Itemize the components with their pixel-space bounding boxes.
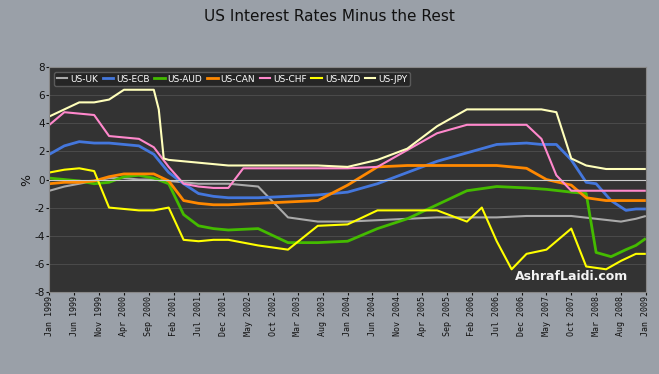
US-NZD bbox=[190, 239, 198, 243]
US-CHF bbox=[423, 137, 431, 141]
US-NZD bbox=[642, 252, 650, 256]
US-CAN bbox=[642, 198, 650, 203]
Line: US-UK: US-UK bbox=[49, 178, 646, 221]
Line: US-CAN: US-CAN bbox=[49, 165, 646, 205]
US-JPY bbox=[105, 97, 113, 102]
US-JPY bbox=[45, 114, 53, 119]
US-CAN bbox=[45, 181, 53, 186]
US-ECB bbox=[110, 141, 118, 146]
US-AUD bbox=[642, 236, 650, 241]
US-UK bbox=[428, 215, 436, 220]
US-CAN bbox=[403, 163, 411, 168]
US-AUD bbox=[105, 180, 113, 185]
US-CAN bbox=[428, 163, 436, 168]
US-CHF bbox=[110, 134, 118, 139]
US-CHF bbox=[453, 125, 461, 130]
US-NZD bbox=[507, 267, 515, 272]
Line: US-AUD: US-AUD bbox=[49, 175, 646, 257]
US-JPY bbox=[304, 163, 312, 168]
US-ECB bbox=[45, 152, 53, 156]
US-ECB bbox=[607, 198, 615, 203]
US-CHF bbox=[190, 183, 198, 188]
US-ECB bbox=[190, 188, 198, 193]
US-AUD bbox=[45, 176, 53, 180]
Text: US Interest Rates Minus the Rest: US Interest Rates Minus the Rest bbox=[204, 9, 455, 24]
US-AUD bbox=[190, 220, 198, 224]
US-CHF bbox=[61, 110, 69, 114]
US-JPY bbox=[642, 167, 650, 171]
US-JPY bbox=[190, 160, 198, 165]
Line: US-CHF: US-CHF bbox=[49, 112, 646, 191]
US-ECB bbox=[622, 208, 630, 212]
US-JPY bbox=[612, 167, 620, 171]
Legend: US-UK, US-ECB, US-AUD, US-CAN, US-CHF, US-NZD, US-JPY: US-UK, US-ECB, US-AUD, US-CAN, US-CHF, U… bbox=[54, 72, 410, 86]
US-ECB bbox=[75, 140, 83, 144]
US-CAN bbox=[612, 198, 620, 203]
US-UK bbox=[642, 214, 650, 218]
US-AUD bbox=[135, 173, 143, 178]
US-NZD bbox=[304, 232, 312, 236]
US-UK bbox=[314, 219, 322, 224]
US-CAN bbox=[105, 174, 113, 179]
US-JPY bbox=[602, 167, 610, 171]
US-AUD bbox=[453, 193, 461, 197]
US-CAN bbox=[185, 199, 192, 204]
US-UK bbox=[458, 215, 466, 220]
US-NZD bbox=[423, 208, 431, 212]
US-CHF bbox=[642, 188, 650, 193]
US-ECB bbox=[423, 163, 431, 167]
Line: US-ECB: US-ECB bbox=[49, 142, 646, 210]
US-JPY bbox=[423, 132, 431, 136]
Line: US-NZD: US-NZD bbox=[49, 168, 646, 269]
US-NZD bbox=[75, 166, 83, 171]
US-UK bbox=[110, 176, 118, 180]
US-UK bbox=[304, 218, 312, 223]
US-AUD bbox=[304, 240, 312, 245]
Line: US-JPY: US-JPY bbox=[49, 90, 646, 169]
Y-axis label: %: % bbox=[20, 174, 34, 186]
US-CAN bbox=[304, 199, 312, 203]
US-CHF bbox=[567, 188, 575, 193]
US-ECB bbox=[304, 193, 312, 197]
US-UK bbox=[45, 188, 53, 193]
US-CHF bbox=[45, 123, 53, 127]
US-NZD bbox=[45, 170, 53, 175]
US-ECB bbox=[453, 153, 461, 158]
US-NZD bbox=[453, 215, 461, 220]
US-AUD bbox=[607, 254, 615, 259]
US-ECB bbox=[642, 207, 650, 211]
US-CAN bbox=[210, 203, 217, 207]
US-NZD bbox=[110, 206, 118, 210]
Text: AshrafLaidi.com: AshrafLaidi.com bbox=[515, 270, 628, 283]
US-JPY bbox=[453, 113, 461, 117]
US-UK bbox=[190, 181, 198, 186]
US-AUD bbox=[612, 252, 620, 257]
US-CHF bbox=[304, 166, 312, 171]
US-UK bbox=[612, 219, 620, 223]
US-NZD bbox=[612, 261, 620, 266]
US-CHF bbox=[612, 188, 620, 193]
US-AUD bbox=[423, 207, 431, 212]
US-CAN bbox=[458, 163, 466, 168]
US-JPY bbox=[120, 88, 128, 92]
US-UK bbox=[105, 176, 113, 180]
